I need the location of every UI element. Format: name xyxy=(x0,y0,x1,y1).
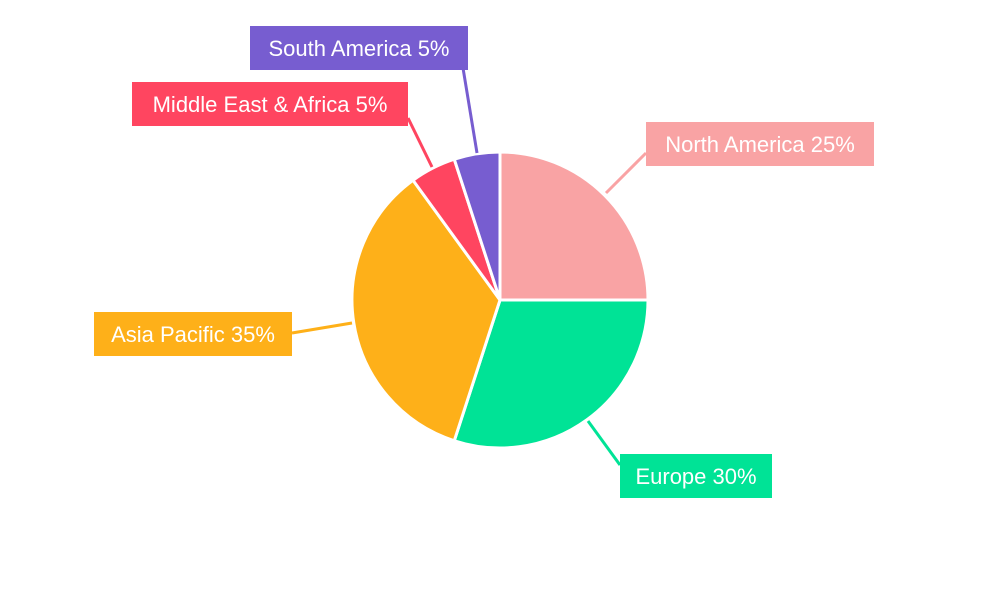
pie-slice-south-america[interactable] xyxy=(452,150,502,301)
data-label-box xyxy=(620,454,772,498)
leader-line xyxy=(291,321,353,335)
data-label-box xyxy=(646,122,874,166)
leader-line xyxy=(586,420,622,466)
data-label-box xyxy=(250,26,468,70)
data-label: Middle East & Africa 5% xyxy=(153,92,388,117)
pie-slice-europe[interactable] xyxy=(452,298,650,450)
data-label: North America 25% xyxy=(665,132,855,157)
data-label: South America 5% xyxy=(269,36,450,61)
data-label-box xyxy=(132,82,408,126)
leader-line xyxy=(461,67,479,154)
pie-slice-north-america[interactable] xyxy=(498,150,650,302)
data-label-box xyxy=(94,312,292,356)
pie-slice-asia-pacific[interactable] xyxy=(350,178,502,443)
data-label: Europe 30% xyxy=(635,464,756,489)
leader-line xyxy=(406,117,434,168)
leader-line xyxy=(604,151,648,195)
data-label: Asia Pacific 35% xyxy=(111,322,275,347)
